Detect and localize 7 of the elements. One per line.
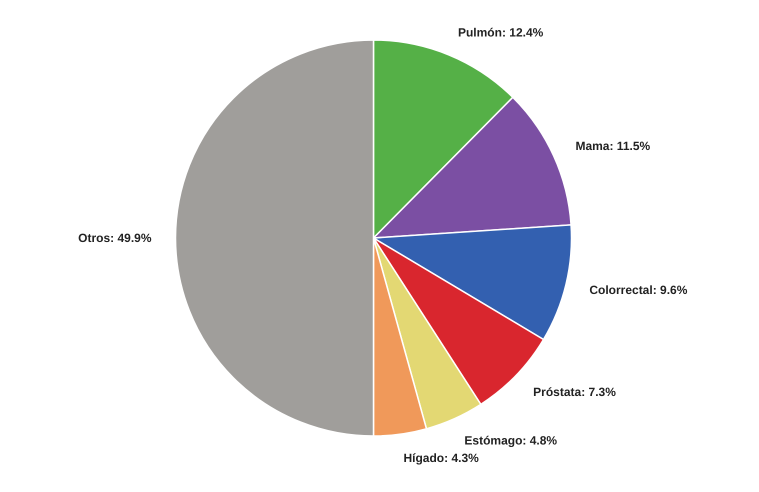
slice-label: Pulmón: 12.4% — [458, 26, 544, 40]
slice-label: Próstata: 7.3% — [533, 385, 616, 400]
slice-label: Hígado: 4.3% — [403, 450, 480, 465]
slice-label: Otros: 49.9% — [78, 231, 152, 245]
slice-label: Colorrectal: 9.6% — [589, 282, 688, 297]
slice-label: Mama: 11.5% — [575, 138, 650, 153]
slice-label: Estómago: 4.8% — [464, 434, 558, 448]
